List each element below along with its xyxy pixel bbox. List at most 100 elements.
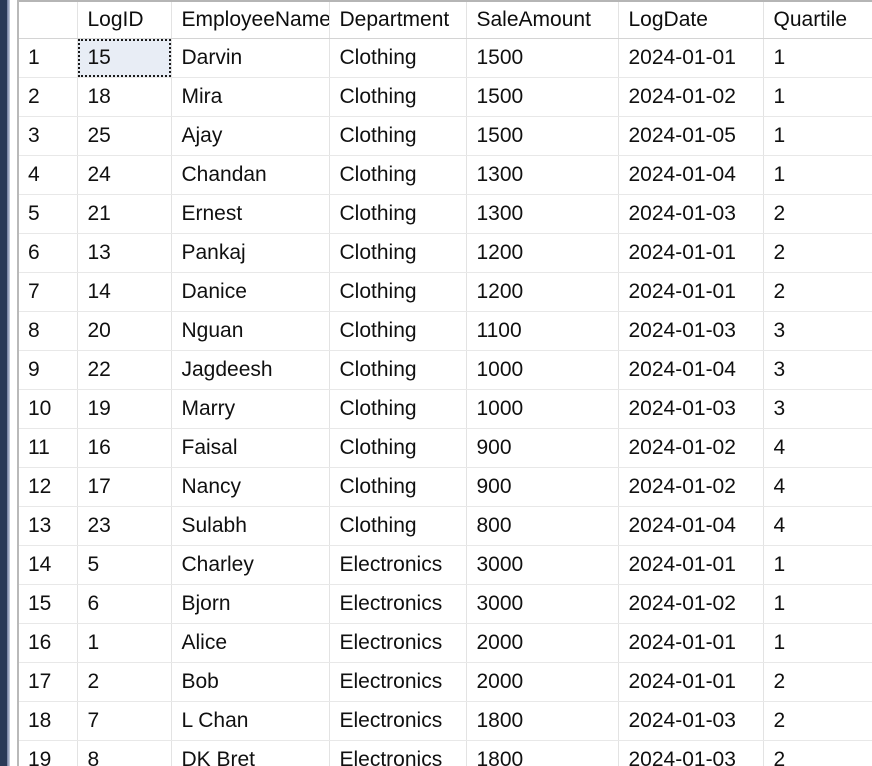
cell-date[interactable]: 2024-01-03 [618, 194, 764, 234]
table-row[interactable]: 19 8 DK Bret Electronics 1800 2024-01-03 2 [19, 740, 872, 766]
cell-dept[interactable]: Electronics [329, 545, 467, 585]
cell-dept[interactable]: Clothing [329, 428, 467, 468]
cell-amount[interactable]: 3000 [466, 545, 619, 585]
cell-date[interactable]: 2024-01-02 [618, 467, 764, 507]
cell-dept[interactable]: Clothing [329, 77, 467, 117]
cell-quart[interactable]: 2 [763, 194, 872, 234]
cell-name[interactable]: Darvin [171, 38, 330, 78]
cell-date[interactable]: 2024-01-03 [618, 311, 764, 351]
cell-dept[interactable]: Clothing [329, 116, 467, 156]
cell-amount[interactable]: 900 [466, 428, 619, 468]
cell-name[interactable]: Chandan [171, 155, 330, 195]
cell-name[interactable]: Nancy [171, 467, 330, 507]
cell-name[interactable]: Marry [171, 389, 330, 429]
cell-quart[interactable]: 4 [763, 428, 872, 468]
cell-name[interactable]: Bob [171, 662, 330, 702]
table-row[interactable]: 6 13 Pankaj Clothing 1200 2024-01-01 2 [19, 233, 872, 273]
cell-amount[interactable]: 1800 [466, 701, 619, 741]
column-header-logid[interactable]: LogID [77, 2, 172, 39]
cell-date[interactable]: 2024-01-04 [618, 350, 764, 390]
cell-quart[interactable]: 1 [763, 623, 872, 663]
cell-amount[interactable]: 1500 [466, 77, 619, 117]
cell-quart[interactable]: 1 [763, 155, 872, 195]
row-number-cell[interactable]: 12 [19, 467, 78, 507]
cell-quart[interactable]: 2 [763, 701, 872, 741]
cell-date[interactable]: 2024-01-02 [618, 584, 764, 624]
table-row[interactable]: 12 17 Nancy Clothing 900 2024-01-02 4 [19, 467, 872, 507]
table-row[interactable]: 16 1 Alice Electronics 2000 2024-01-01 1 [19, 623, 872, 663]
cell-amount[interactable]: 1800 [466, 740, 619, 766]
cell-date[interactable]: 2024-01-01 [618, 38, 764, 78]
row-number-cell[interactable]: 17 [19, 662, 78, 702]
cell-quart[interactable]: 2 [763, 233, 872, 273]
cell-dept[interactable]: Clothing [329, 38, 467, 78]
cell-dept[interactable]: Clothing [329, 155, 467, 195]
row-number-cell[interactable]: 11 [19, 428, 78, 468]
cell-quart[interactable]: 3 [763, 311, 872, 351]
cell-dept[interactable]: Clothing [329, 194, 467, 234]
cell-dept[interactable]: Clothing [329, 272, 467, 312]
table-row[interactable]: 18 7 L Chan Electronics 1800 2024-01-03 2 [19, 701, 872, 741]
cell-amount[interactable]: 900 [466, 467, 619, 507]
cell-dept[interactable]: Electronics [329, 740, 467, 766]
row-number-cell[interactable]: 14 [19, 545, 78, 585]
row-number-cell[interactable]: 6 [19, 233, 78, 273]
column-header-quartile[interactable]: Quartile [763, 2, 872, 39]
cell-amount[interactable]: 1200 [466, 272, 619, 312]
cell-name[interactable]: Alice [171, 623, 330, 663]
cell-logid[interactable]: 24 [77, 155, 172, 195]
cell-name[interactable]: Pankaj [171, 233, 330, 273]
cell-logid[interactable]: 8 [77, 740, 172, 766]
cell-dept[interactable]: Electronics [329, 623, 467, 663]
results-grid-viewport[interactable]: LogID EmployeeName Department SaleAmount… [19, 0, 872, 766]
cell-date[interactable]: 2024-01-02 [618, 428, 764, 468]
column-header-saleamount[interactable]: SaleAmount [466, 2, 619, 39]
table-row[interactable]: 15 6 Bjorn Electronics 3000 2024-01-02 1 [19, 584, 872, 624]
row-number-cell[interactable]: 8 [19, 311, 78, 351]
cell-date[interactable]: 2024-01-03 [618, 389, 764, 429]
row-number-cell[interactable]: 10 [19, 389, 78, 429]
row-number-cell[interactable]: 3 [19, 116, 78, 156]
cell-amount[interactable]: 3000 [466, 584, 619, 624]
query-results-table[interactable]: LogID EmployeeName Department SaleAmount… [19, 2, 872, 766]
cell-quart[interactable]: 2 [763, 662, 872, 702]
cell-date[interactable]: 2024-01-01 [618, 272, 764, 312]
cell-logid[interactable]: 13 [77, 233, 172, 273]
row-number-cell[interactable]: 1 [19, 38, 78, 78]
cell-date[interactable]: 2024-01-05 [618, 116, 764, 156]
column-header-logdate[interactable]: LogDate [618, 2, 764, 39]
cell-dept[interactable]: Electronics [329, 662, 467, 702]
cell-quart[interactable]: 4 [763, 467, 872, 507]
cell-amount[interactable]: 1100 [466, 311, 619, 351]
cell-quart[interactable]: 2 [763, 272, 872, 312]
row-number-cell[interactable]: 9 [19, 350, 78, 390]
table-row[interactable]: 1 15 Darvin Clothing 1500 2024-01-01 1 [19, 38, 872, 78]
table-row[interactable]: 5 21 Ernest Clothing 1300 2024-01-03 2 [19, 194, 872, 234]
cell-amount[interactable]: 1000 [466, 389, 619, 429]
row-number-cell[interactable]: 5 [19, 194, 78, 234]
cell-logid[interactable]: 2 [77, 662, 172, 702]
cell-date[interactable]: 2024-01-03 [618, 740, 764, 766]
row-number-cell[interactable]: 4 [19, 155, 78, 195]
cell-name[interactable]: Jagdeesh [171, 350, 330, 390]
cell-name[interactable]: Nguan [171, 311, 330, 351]
cell-name[interactable]: Bjorn [171, 584, 330, 624]
table-row[interactable]: 7 14 Danice Clothing 1200 2024-01-01 2 [19, 272, 872, 312]
cell-date[interactable]: 2024-01-01 [618, 623, 764, 663]
column-header-rownum[interactable] [19, 2, 78, 39]
cell-name[interactable]: Charley [171, 545, 330, 585]
cell-quart[interactable]: 3 [763, 389, 872, 429]
cell-logid-focused[interactable]: 15 [77, 38, 172, 78]
cell-logid[interactable]: 6 [77, 584, 172, 624]
cell-amount[interactable]: 1500 [466, 116, 619, 156]
cell-dept[interactable]: Clothing [329, 389, 467, 429]
cell-name[interactable]: Ernest [171, 194, 330, 234]
cell-name[interactable]: Sulabh [171, 506, 330, 546]
cell-logid[interactable]: 14 [77, 272, 172, 312]
cell-date[interactable]: 2024-01-01 [618, 233, 764, 273]
cell-logid[interactable]: 19 [77, 389, 172, 429]
cell-logid[interactable]: 1 [77, 623, 172, 663]
table-row[interactable]: 3 25 Ajay Clothing 1500 2024-01-05 1 [19, 116, 872, 156]
column-header-department[interactable]: Department [329, 2, 467, 39]
cell-date[interactable]: 2024-01-04 [618, 506, 764, 546]
